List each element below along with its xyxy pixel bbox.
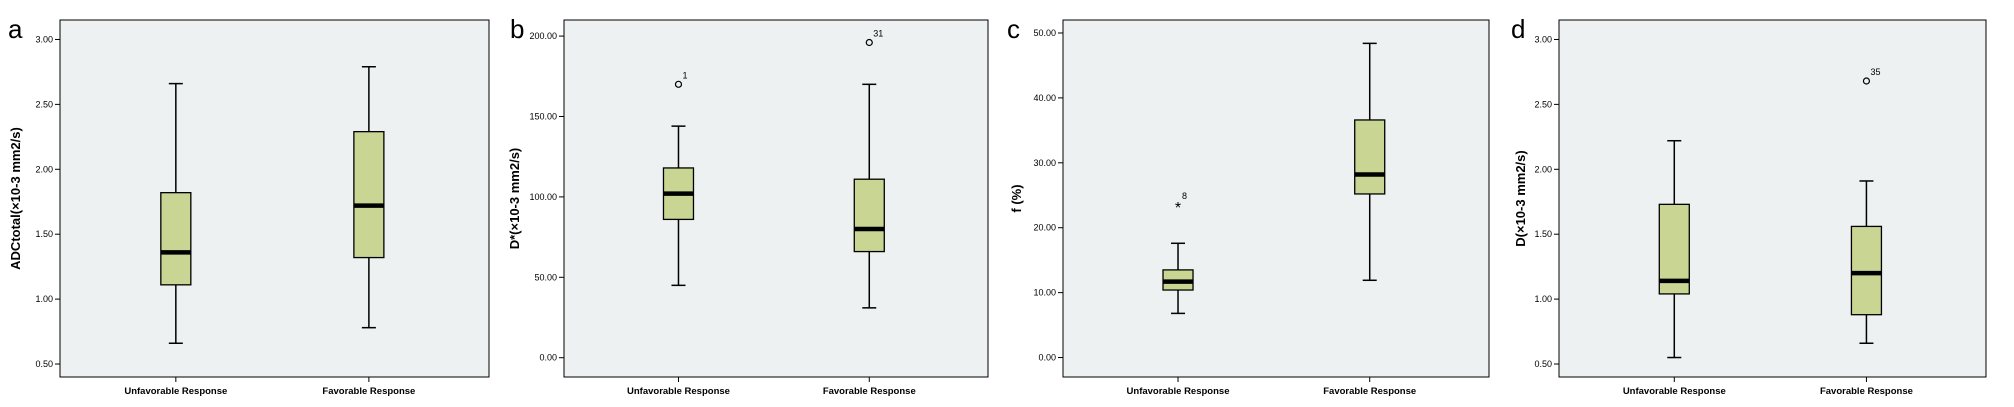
x-category-label: Favorable Response <box>823 386 916 397</box>
y-tick-label: 0.50 <box>35 359 53 369</box>
iqr-box <box>160 192 192 286</box>
y-tick-label: 20.00 <box>1033 223 1056 233</box>
y-tick-label: 30.00 <box>1033 158 1056 168</box>
y-axis-label: D(×10-3 mm2/s) <box>1513 150 1528 246</box>
y-tick-label: 50.00 <box>1033 28 1056 38</box>
y-axis-label: f (%) <box>1009 184 1024 212</box>
iqr-box <box>1850 225 1883 316</box>
x-category-label: Unfavorable Response <box>1623 386 1726 397</box>
plot-area <box>1558 19 1987 378</box>
panel-letter: c <box>1007 14 1020 44</box>
y-tick-label: 1.00 <box>35 294 53 304</box>
y-tick-label: 200.00 <box>529 31 557 41</box>
y-tick-label: 1.00 <box>1534 294 1552 304</box>
y-tick-label: 100.00 <box>529 192 557 202</box>
y-tick-label: 10.00 <box>1033 288 1056 298</box>
y-tick-label: 1.50 <box>1534 229 1552 239</box>
y-tick-label: 2.00 <box>35 164 53 174</box>
x-category-label: Favorable Response <box>1820 386 1913 397</box>
x-category-label: Favorable Response <box>322 386 415 397</box>
outlier-marker <box>865 38 873 47</box>
y-tick-label: 0.50 <box>1534 359 1552 369</box>
y-axis-label: ADCtotal(×10-3 mm2/s) <box>8 127 23 270</box>
x-category-label: Unfavorable Response <box>627 386 730 397</box>
y-tick-label: 40.00 <box>1033 93 1056 103</box>
x-category-label: Unfavorable Response <box>1127 386 1230 397</box>
outlier-label: 35 <box>1870 67 1880 77</box>
panel-letter: b <box>510 14 524 44</box>
outlier-marker <box>674 80 683 88</box>
y-tick-label: 2.00 <box>1534 164 1552 174</box>
x-category-label: Favorable Response <box>1323 386 1416 397</box>
iqr-box <box>853 178 885 253</box>
panel-letter: a <box>8 14 23 44</box>
iqr-box <box>1354 119 1386 195</box>
plot-area <box>1062 19 1490 378</box>
y-tick-label: 0.00 <box>539 353 557 363</box>
outlier-label: 8 <box>1182 191 1187 201</box>
y-tick-label: 3.00 <box>35 34 53 44</box>
y-tick-label: 2.50 <box>35 99 53 109</box>
plot-area <box>563 19 989 378</box>
outlier-star-marker: * <box>1175 200 1181 217</box>
y-tick-label: 50.00 <box>534 272 557 282</box>
panel-letter: d <box>1511 14 1525 44</box>
outlier-label: 1 <box>682 70 687 80</box>
y-tick-label: 150.00 <box>529 111 557 121</box>
outlier-marker <box>1862 77 1871 85</box>
x-category-label: Unfavorable Response <box>124 386 227 397</box>
y-tick-label: 2.50 <box>1534 99 1552 109</box>
y-tick-label: 0.00 <box>1038 353 1056 363</box>
y-tick-label: 3.00 <box>1534 34 1552 44</box>
outlier-label: 31 <box>873 29 883 39</box>
y-tick-label: 1.50 <box>35 229 53 239</box>
y-axis-label: D*(×10-3 mm2/s) <box>507 148 522 250</box>
iqr-box <box>353 130 385 259</box>
plot-area <box>59 19 490 378</box>
